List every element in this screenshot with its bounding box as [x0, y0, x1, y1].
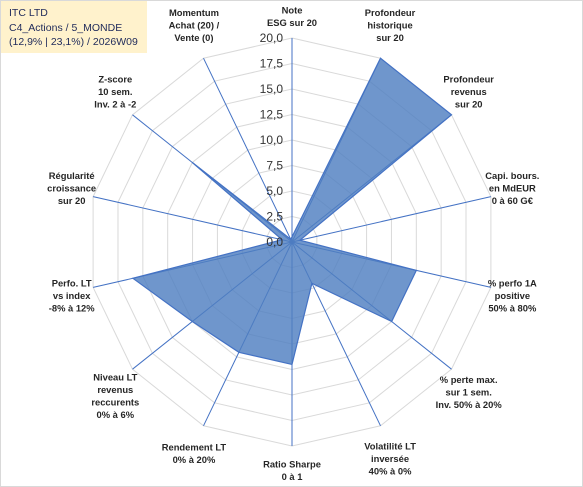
axis-label: Profondeur revenus sur 20 — [443, 74, 494, 110]
axis-label: Ratio Sharpe 0 à 1 — [263, 459, 321, 483]
series-area — [131, 57, 453, 366]
axis-label: Niveau LT revenus reccurents 0% à 6% — [91, 372, 139, 421]
title-line-3: (12,9% | 23,1%) / 2026W09 — [9, 36, 138, 48]
tick-label: 2,5 — [266, 210, 283, 224]
title-line-2: C4_Actions / 5_MONDE — [9, 21, 123, 34]
radar-series — [131, 57, 453, 366]
tick-label: 12,5 — [260, 108, 284, 122]
tick-label: 20,0 — [260, 31, 284, 45]
axis-label: Profondeur historique sur 20 — [365, 7, 416, 43]
radar-tick-labels: 0,0 2,5 5,0 7,5 10,0 12,5 15,0 17,5 20,0 — [260, 31, 284, 249]
chart-title-box: ITC LTD C4_Actions / 5_MONDE (12,9% | 23… — [1, 1, 147, 53]
axis-label: % perte max. sur 1 sem. Inv. 50% à 20% — [436, 374, 503, 410]
radar-spoke — [93, 196, 293, 243]
axis-label: Capi. bours. en MdEUR 0 à 60 G€ — [485, 170, 539, 206]
axis-label: Régularité croissance sur 20 — [47, 170, 96, 206]
tick-label: 5,0 — [266, 184, 283, 198]
tick-label: 17,5 — [260, 57, 284, 71]
axis-label: Momentum Achat (20) / Vente (0) — [169, 7, 220, 43]
axis-label: Z-score 10 sem. Inv. 2 à -2 — [94, 74, 136, 110]
title-line-1: ITC LTD — [9, 7, 48, 19]
radar-spoke — [203, 57, 293, 243]
tick-label: 7,5 — [266, 159, 283, 173]
axis-label: Volatilité LT inversée 40% à 0% — [364, 441, 416, 477]
axis-label: % perfo 1A positive 50% à 80% — [488, 277, 537, 313]
tick-label: 0,0 — [266, 235, 283, 249]
tick-label: 10,0 — [260, 133, 284, 147]
axis-label: Rendement LT 0% à 20% — [162, 441, 227, 465]
radar-axis-labels: Note ESG sur 20 Profondeur historique sur 20… — [47, 5, 539, 483]
axis-label: Note ESG sur 20 — [267, 5, 317, 29]
tick-label: 15,0 — [260, 82, 284, 96]
axis-label: Perfo. LT vs index -8% à 12% — [49, 277, 96, 313]
radar-spoke — [291, 196, 491, 243]
